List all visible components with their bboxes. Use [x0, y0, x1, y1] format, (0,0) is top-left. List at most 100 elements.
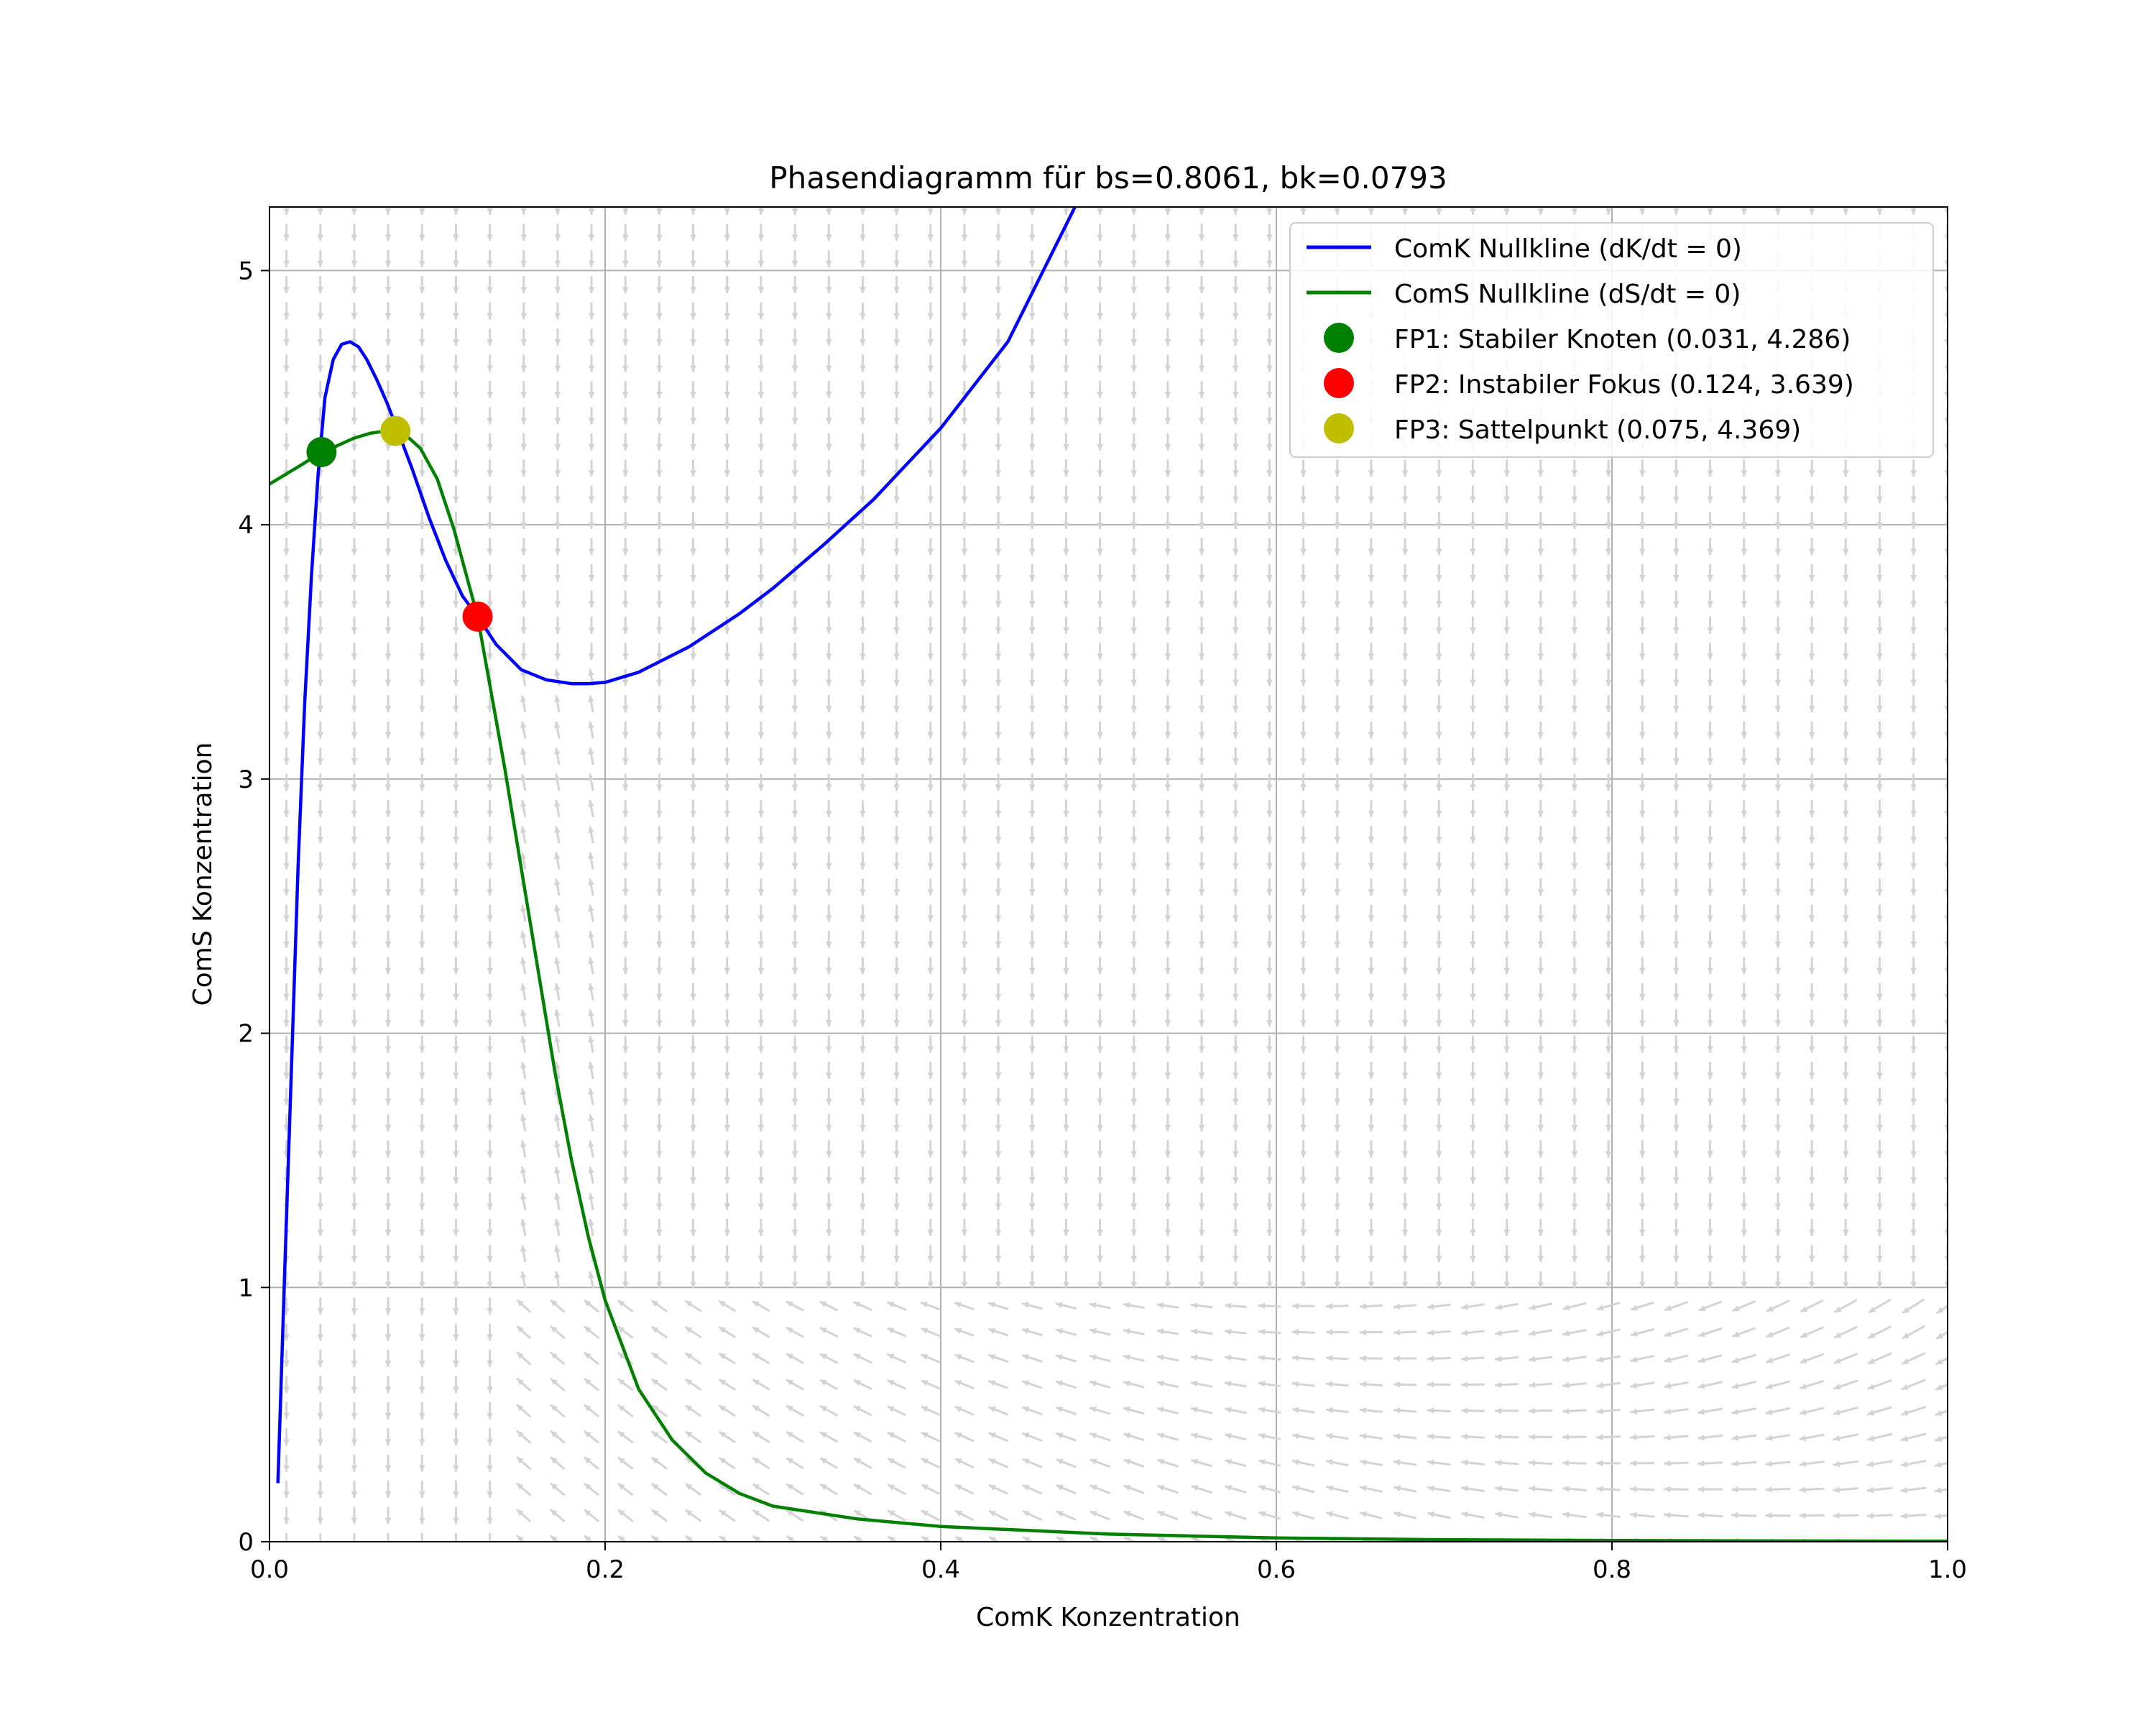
vector-arrow-head	[1697, 1486, 1705, 1493]
vector-arrow-head	[825, 1256, 832, 1263]
vector-arrow-head	[791, 758, 798, 765]
vector-arrow-head	[690, 862, 696, 870]
vector-arrow-head	[1334, 837, 1341, 844]
vector-arrow-head	[1673, 1256, 1680, 1263]
vector-arrow-head	[520, 773, 527, 781]
vector-arrow-head	[1800, 1357, 1807, 1364]
vector-arrow-head	[487, 1256, 493, 1263]
vector-arrow-head	[1300, 758, 1307, 765]
vector-arrow-head	[1097, 548, 1103, 556]
vector-arrow-head	[690, 418, 696, 425]
vector-arrow-head	[656, 627, 663, 634]
vector-arrow-head	[1056, 1511, 1064, 1517]
vector-arrow-head	[418, 706, 425, 713]
vector-arrow-head	[1673, 548, 1680, 556]
vector-arrow-head	[961, 365, 968, 372]
vector-arrow-head	[961, 967, 968, 975]
vector-arrow-head	[1156, 1354, 1164, 1361]
vector-arrow-head	[453, 1020, 459, 1027]
vector-arrow-head	[1266, 1072, 1273, 1080]
vector-arrow-head	[1697, 1512, 1705, 1519]
vector-arrow-head	[1698, 1305, 1706, 1312]
vector-arrow-head	[1334, 915, 1341, 922]
vector-arrow-head	[1605, 784, 1612, 791]
vector-arrow-head	[887, 1432, 895, 1438]
vector-arrow-head	[1741, 732, 1748, 739]
vector-arrow-head	[1191, 1380, 1198, 1387]
vector-arrow-head	[487, 365, 493, 372]
vector-arrow-head	[1842, 889, 1849, 896]
vector-arrow-head	[1130, 679, 1138, 686]
vector-arrow-head	[1639, 993, 1646, 1000]
vector-arrow-head	[893, 1151, 900, 1158]
vector-arrow-head	[453, 1386, 459, 1394]
vector-arrow-head	[1198, 496, 1205, 503]
vector-arrow-head	[1639, 862, 1646, 870]
vector-arrow-head	[724, 391, 731, 398]
vector-arrow-head	[351, 601, 358, 608]
vector-arrow-head	[1028, 601, 1036, 608]
vector-arrow-head	[1571, 1125, 1578, 1132]
vector-arrow-head	[961, 523, 968, 530]
vector-arrow-head	[1028, 1203, 1036, 1210]
vector-arrow-head	[1571, 679, 1578, 686]
vector-arrow-head	[1631, 1305, 1638, 1311]
vector-arrow-head	[1876, 1151, 1883, 1158]
vector-arrow-head	[1461, 1356, 1468, 1362]
vector-arrow-head	[656, 1203, 663, 1210]
vector-arrow-head	[1063, 443, 1069, 451]
vector-arrow-head	[520, 523, 528, 530]
vector-arrow-head	[927, 837, 934, 844]
vector-arrow-head	[1130, 418, 1138, 425]
vector-arrow-head	[1368, 496, 1375, 503]
vector-arrow-head	[1876, 837, 1883, 844]
vector-arrow-head	[690, 548, 696, 556]
vector-arrow-head	[351, 1439, 358, 1446]
vector-arrow-head	[1741, 1151, 1748, 1158]
vector-arrow-head	[690, 1256, 696, 1263]
vector-arrow-head	[1198, 313, 1205, 320]
vector-arrow-head	[1495, 1381, 1502, 1389]
vector-arrow-head	[860, 391, 866, 398]
vector-arrow-head	[1097, 1229, 1103, 1236]
vector-arrow-head	[418, 942, 425, 949]
vector-arrow-head	[1799, 1512, 1806, 1519]
vector-arrow-head	[1461, 1459, 1468, 1466]
vector-arrow-head	[1028, 260, 1036, 267]
vector-arrow-head	[1225, 1485, 1233, 1491]
vector-arrow-head	[1774, 208, 1782, 215]
vector-arrow-head	[317, 1256, 324, 1263]
vector-arrow-head	[520, 418, 528, 425]
vector-arrow-head	[1232, 496, 1239, 503]
vector-arrow-head	[622, 1046, 629, 1053]
vector-arrow-head	[1198, 418, 1205, 425]
vector-arrow-head	[1562, 1330, 1570, 1337]
vector-arrow-head	[1427, 1407, 1434, 1414]
vector-arrow-head	[1571, 732, 1578, 739]
vector-arrow-head	[1470, 915, 1476, 922]
vector-arrow-head	[690, 993, 696, 1000]
vector-arrow-head	[1503, 1125, 1510, 1132]
vector-arrow-head	[588, 1192, 594, 1200]
vector-arrow-head	[1503, 548, 1510, 556]
vector-arrow-head	[554, 418, 561, 425]
vector-arrow-head	[1300, 470, 1307, 477]
vector-arrow-head	[1571, 915, 1578, 922]
vector-arrow-head	[351, 574, 358, 581]
vector-arrow-head	[893, 993, 900, 1000]
vector-arrow-head	[1232, 915, 1239, 922]
vector-arrow-head	[1292, 1459, 1299, 1466]
vector-arrow-head	[317, 260, 324, 267]
vector-arrow-head	[656, 862, 663, 870]
vector-arrow-head	[384, 1360, 392, 1367]
vector-arrow-head	[1707, 496, 1713, 503]
vector-arrow-head	[954, 1353, 962, 1361]
vector-arrow-head	[384, 1020, 392, 1027]
vector-arrow-head	[1842, 653, 1849, 661]
vector-arrow-head	[1470, 496, 1476, 503]
vector-arrow-head	[550, 1430, 558, 1438]
vector-arrow-head	[1198, 601, 1205, 608]
vector-arrow-head	[1537, 915, 1544, 922]
vector-arrow-head	[1741, 470, 1748, 477]
vector-arrow-head	[893, 496, 900, 503]
